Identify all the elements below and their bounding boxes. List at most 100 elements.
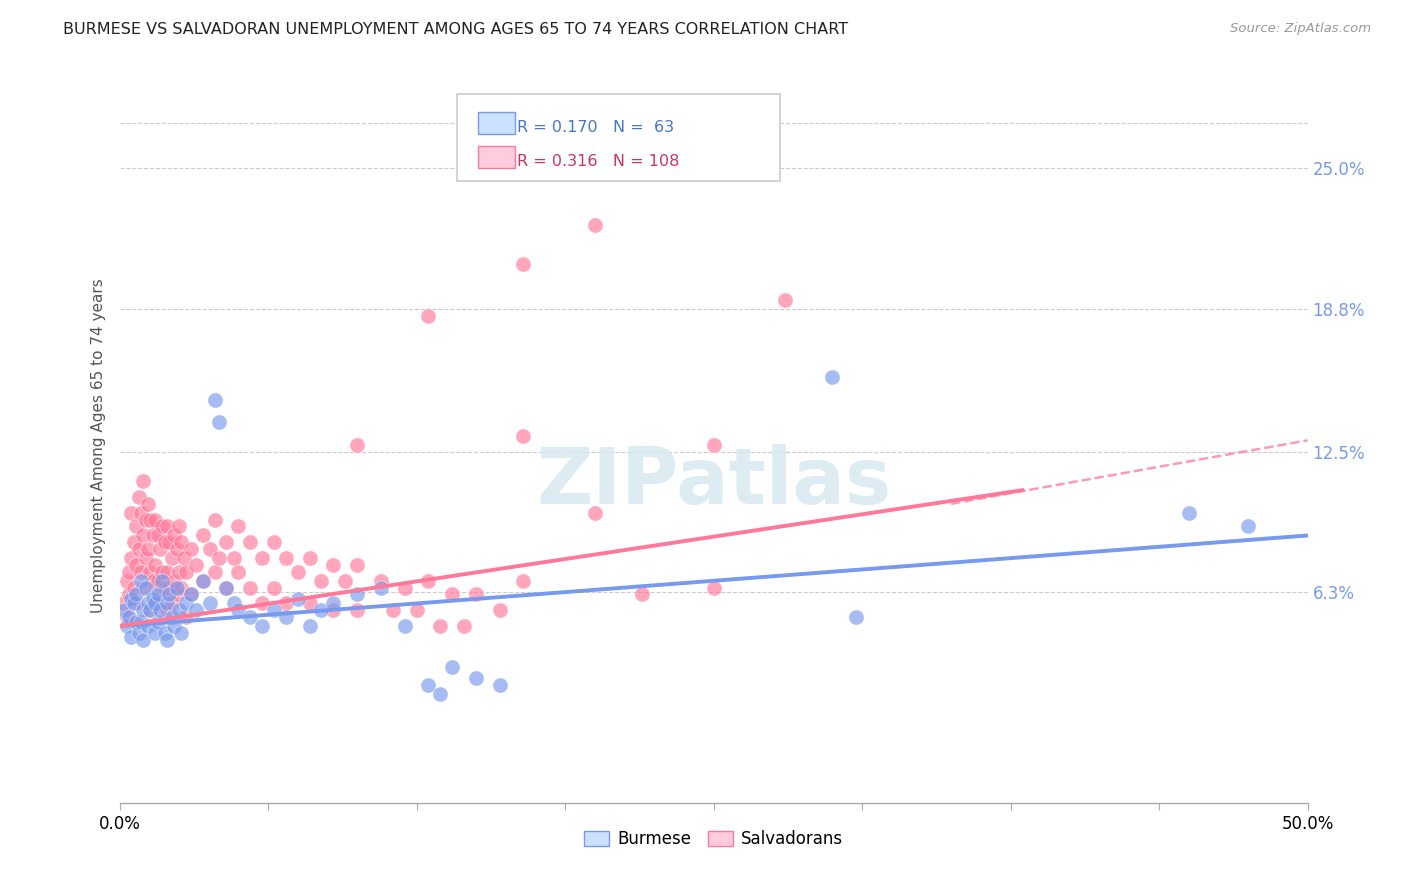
Point (287, 565, 309, 579)
Text: R = 0.316   N = 108: R = 0.316 N = 108 (517, 154, 679, 169)
Point (250, 551, 273, 566)
Point (135, 551, 157, 566)
Text: BURMESE VS SALVADORAN UNEMPLOYMENT AMONG AGES 65 TO 74 YEARS CORRELATION CHART: BURMESE VS SALVADORAN UNEMPLOYMENT AMONG… (63, 22, 848, 37)
Point (311, 574, 333, 588)
Point (274, 597, 297, 611)
Point (370, 574, 392, 588)
Point (228, 603, 250, 617)
Point (773, 293, 796, 307)
Point (208, 551, 231, 566)
Point (703, 581, 725, 595)
Point (112, 603, 135, 617)
Point (488, 603, 510, 617)
Point (149, 542, 172, 557)
Point (156, 565, 179, 579)
Point (370, 581, 392, 595)
Point (167, 603, 190, 617)
Point (125, 558, 148, 572)
Point (488, 678, 510, 692)
Point (122, 597, 145, 611)
Point (174, 610, 197, 624)
Point (239, 610, 262, 624)
Point (228, 519, 250, 533)
Point (166, 542, 188, 557)
Point (453, 619, 475, 633)
Point (128, 626, 150, 640)
Point (703, 438, 725, 452)
Point (163, 574, 186, 588)
Point (631, 587, 654, 601)
Point (418, 574, 440, 588)
Point (142, 574, 165, 588)
Point (136, 619, 159, 633)
Point (153, 626, 176, 640)
Point (222, 597, 245, 611)
Point (512, 257, 534, 271)
Point (129, 615, 152, 629)
Point (143, 558, 166, 572)
Point (135, 513, 157, 527)
Point (845, 610, 868, 624)
Point (156, 603, 179, 617)
Point (215, 535, 238, 549)
Point (184, 603, 207, 617)
Point (128, 542, 150, 557)
Point (143, 626, 166, 640)
Point (143, 597, 166, 611)
Point (250, 597, 273, 611)
Point (311, 603, 333, 617)
Point (204, 565, 226, 579)
Point (1237, 519, 1260, 533)
Point (153, 581, 176, 595)
Point (821, 370, 844, 384)
Point (157, 581, 180, 595)
Point (166, 581, 188, 595)
Point (163, 528, 186, 542)
Legend: Burmese, Salvadorans: Burmese, Salvadorans (576, 824, 851, 855)
Point (239, 581, 262, 595)
Point (204, 392, 226, 407)
Point (191, 528, 214, 542)
Point (136, 597, 159, 611)
Point (118, 565, 141, 579)
Point (146, 615, 169, 629)
Point (263, 535, 285, 549)
Point (287, 591, 309, 606)
Point (263, 603, 285, 617)
Text: R = 0.170   N =  63: R = 0.170 N = 63 (517, 120, 675, 136)
Point (198, 597, 221, 611)
Point (583, 218, 606, 232)
Point (335, 574, 357, 588)
Point (160, 610, 183, 624)
Point (464, 671, 488, 685)
Point (160, 597, 183, 611)
Point (143, 597, 166, 611)
Point (418, 309, 440, 323)
Point (118, 610, 141, 624)
Point (118, 587, 141, 601)
Point (120, 591, 142, 606)
Point (132, 581, 155, 595)
Point (136, 542, 159, 557)
Point (464, 587, 488, 601)
Point (198, 542, 221, 557)
Point (215, 581, 238, 595)
Point (139, 603, 162, 617)
Point (322, 603, 344, 617)
Point (142, 591, 165, 606)
Point (136, 497, 159, 511)
Point (125, 587, 148, 601)
Point (122, 581, 145, 595)
Point (170, 535, 193, 549)
Point (1178, 506, 1201, 520)
Point (146, 587, 169, 601)
Point (160, 551, 183, 566)
Point (150, 574, 173, 588)
Point (132, 632, 155, 647)
Point (298, 597, 321, 611)
Point (173, 551, 195, 566)
Point (180, 542, 202, 557)
Point (180, 587, 202, 601)
Point (222, 551, 245, 566)
Point (429, 687, 451, 701)
